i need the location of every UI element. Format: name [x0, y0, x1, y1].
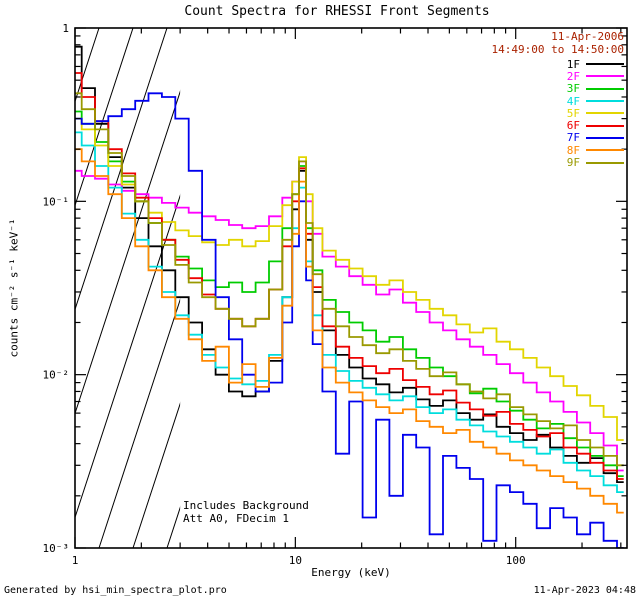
x-axis-label: Energy (keV) — [311, 566, 391, 579]
y-tick-label: 10⁻¹ — [43, 195, 70, 208]
spectra-curves — [75, 45, 624, 548]
y-axis-label: counts cm⁻² s⁻¹ keV⁻¹ — [7, 218, 21, 358]
legend: 1F 2F 3F 4F 5F 6F 7F 8F 9F — [567, 58, 624, 169]
legend-color-line — [586, 149, 624, 152]
legend-color-line — [586, 136, 624, 139]
legend-color-line — [586, 112, 624, 115]
legend-color-line — [586, 87, 624, 90]
series-7F — [75, 92, 624, 548]
y-tick-label: 10⁻³ — [43, 542, 70, 555]
series-5F — [75, 117, 624, 441]
legend-item-5F: 5F — [566, 106, 624, 120]
footer-generator-text: Generated by hsi_min_spectra_plot.pro — [4, 585, 227, 596]
x-tick-label: 100 — [506, 554, 526, 567]
series-9F — [75, 92, 624, 467]
hatch-region — [75, 28, 181, 548]
x-tick-label: 10 — [289, 554, 302, 567]
legend-item-7F: 7F — [566, 131, 624, 145]
legend-label: 8F — [566, 143, 580, 157]
legend-label: 5F — [566, 106, 580, 120]
legend-item-6F: 6F — [566, 119, 624, 133]
plot-frame — [74, 27, 628, 549]
legend-item-9F: 9F — [566, 156, 624, 170]
annotation-includes-background: Includes Background — [183, 499, 309, 512]
legend-item-3F: 3F — [566, 82, 624, 96]
observation-date: 11-Apr-2006 — [551, 30, 624, 43]
chart-title: Count Spectra for RHESSI Front Segments — [184, 4, 490, 19]
y-tick-label: 10⁻² — [43, 369, 70, 382]
legend-label: 1F — [566, 57, 580, 71]
observation-time-range: 14:49:00 to 14:50:00 — [491, 43, 624, 56]
legend-label: 4F — [566, 94, 580, 108]
legend-item-4F: 4F — [566, 94, 624, 108]
legend-label: 6F — [566, 119, 580, 133]
series-8F — [75, 148, 624, 514]
legend-label: 3F — [566, 82, 580, 96]
series-4F — [75, 131, 624, 493]
legend-item-2F: 2F — [566, 69, 624, 83]
legend-label: 7F — [566, 131, 580, 145]
footer-generation-timestamp: 11-Apr-2023 04:48 — [533, 585, 636, 596]
y-tick-label: 1 — [62, 22, 69, 35]
legend-color-line — [586, 124, 624, 127]
legend-label: 9F — [566, 156, 580, 170]
annotation-attenuator-state: Att A0, FDecim 1 — [183, 512, 289, 525]
legend-label: 2F — [566, 69, 580, 83]
legend-color-line — [586, 63, 624, 66]
series-2F — [75, 160, 624, 472]
legend-color-line — [586, 100, 624, 103]
legend-color-line — [586, 161, 624, 164]
legend-item-8F: 8F — [566, 143, 624, 157]
legend-item-1F: 1F — [566, 57, 624, 71]
series-6F — [75, 72, 624, 480]
legend-color-line — [586, 75, 624, 78]
x-tick-label: 1 — [72, 554, 79, 567]
